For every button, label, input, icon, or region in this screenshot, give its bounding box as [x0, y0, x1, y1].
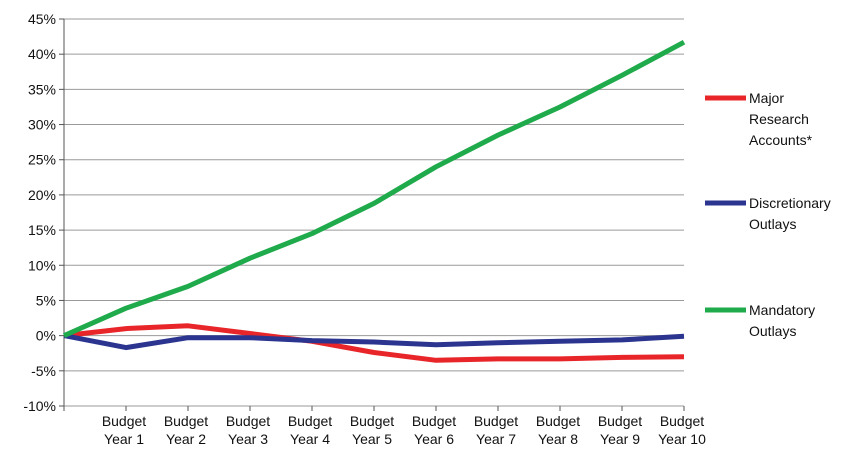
y-tick-label: 30% — [28, 117, 56, 133]
y-tick-label: -10% — [23, 398, 56, 414]
series-lines — [62, 39, 686, 363]
x-tick-label: Budget Year 4 — [288, 413, 332, 447]
legend-item: Mandatory Outlays — [705, 302, 815, 339]
series-line-1 — [63, 323, 685, 363]
y-tick-label: 10% — [28, 257, 56, 273]
series-line-3 — [62, 39, 686, 338]
legend-item: Major Research Accounts* — [705, 90, 813, 148]
x-tick-label: Budget Year 3 — [226, 413, 270, 447]
series-line-2 — [63, 333, 685, 351]
x-tick-label: Budget Year 5 — [350, 413, 394, 447]
y-tick-label: 15% — [28, 222, 56, 238]
legend-item: Discretionary Outlays — [705, 195, 831, 232]
x-axis-tick-labels: Budget Year 1 Budget Year 2 Budget Year 3 Budg… — [102, 413, 706, 447]
y-tick-label: 20% — [28, 187, 56, 203]
y-tick-label: 45% — [28, 11, 56, 27]
legend-label: Mandatory Outlays — [749, 302, 815, 339]
x-tick-label: Budget Year 2 — [164, 413, 208, 447]
axes — [59, 18, 685, 411]
y-tick-label: 5% — [36, 292, 56, 308]
x-tick-label: Budget Year 8 — [536, 413, 580, 447]
y-tick-label: 35% — [28, 81, 56, 97]
x-tick-label: Budget Year 7 — [474, 413, 518, 447]
y-tick-label: -5% — [31, 363, 56, 379]
x-tick-label: Budget Year 6 — [412, 413, 456, 447]
y-axis-tick-labels: 45% 40% 35% 30% 25% 20% 15% 10% 5% 0% -5% -10% — [23, 11, 56, 414]
legend-label: Discretionary Outlays — [749, 195, 831, 232]
y-tick-label: 25% — [28, 152, 56, 168]
legend: Major Research Accounts* Discretionary Outla… — [705, 90, 831, 339]
y-tick-label: 40% — [28, 46, 56, 62]
x-tick-label: Budget Year 9 — [598, 413, 642, 447]
legend-label: Major Research Accounts* — [749, 90, 813, 148]
x-tick-label: Budget Year 1 — [102, 413, 146, 447]
x-tick-label: Budget Year 10 — [658, 413, 706, 447]
gridlines — [64, 18, 684, 407]
y-tick-label: 0% — [36, 328, 56, 344]
